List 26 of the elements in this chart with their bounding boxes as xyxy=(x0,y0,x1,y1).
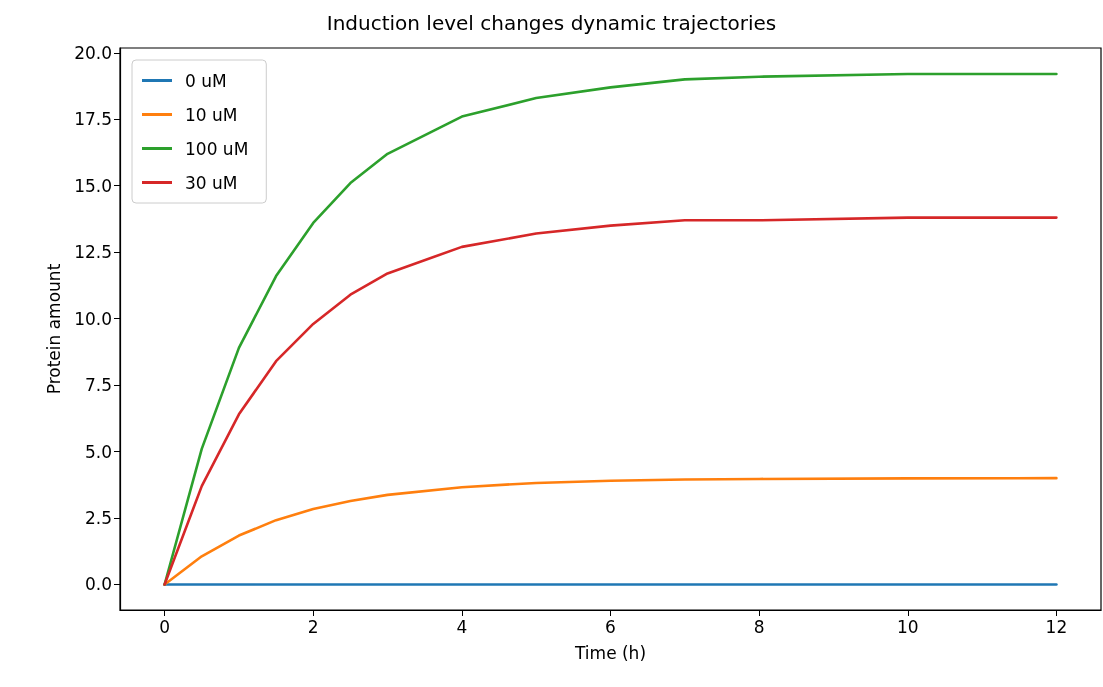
y-tick-label: 17.5 xyxy=(74,109,112,130)
chart-title: Induction level changes dynamic trajectories xyxy=(326,11,777,35)
y-tick-label: 15.0 xyxy=(74,175,112,196)
y-tick-label: 0.0 xyxy=(84,574,112,595)
x-tick-label: 8 xyxy=(753,616,765,637)
y-tick-label: 7.5 xyxy=(84,375,112,396)
y-tick-label: 2.5 xyxy=(84,508,112,529)
line-series xyxy=(163,216,1058,586)
y-tick-label: 10.0 xyxy=(74,308,112,329)
legend-label: 100 uM xyxy=(185,138,249,159)
x-tick-label: 2 xyxy=(307,616,319,637)
legend-label: 10 uM xyxy=(185,104,238,125)
x-tick-label: 0 xyxy=(159,616,170,637)
x-tick-label: 12 xyxy=(1045,616,1068,637)
line-series xyxy=(163,476,1058,586)
legend-label: 30 uM xyxy=(185,172,238,193)
x-tick-label: 6 xyxy=(605,616,616,637)
y-axis-title: Protein amount xyxy=(43,263,64,395)
x-axis-title: Time (h) xyxy=(573,642,647,663)
x-tick-label: 4 xyxy=(456,616,468,637)
x-tick-label: 10 xyxy=(896,616,919,637)
y-tick-label: 20.0 xyxy=(74,42,112,63)
legend-label: 0 uM xyxy=(185,70,227,91)
line-series xyxy=(163,72,1058,586)
y-tick-label: 12.5 xyxy=(74,242,112,263)
y-tick-label: 5.0 xyxy=(84,441,112,462)
